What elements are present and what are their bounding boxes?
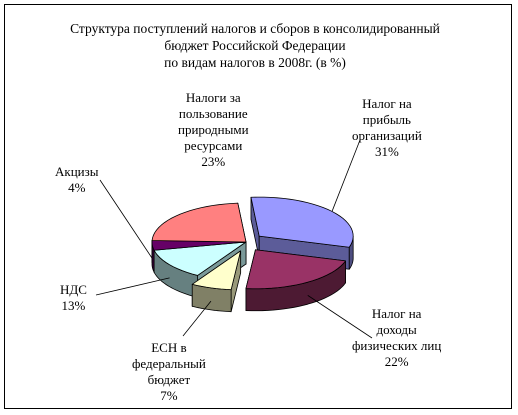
slice-value-label: 23% xyxy=(201,154,226,169)
slice-value-label: 7% xyxy=(160,388,178,403)
slice-label-line: федеральный xyxy=(132,356,206,371)
leader-line xyxy=(99,179,153,259)
slice-label-vat: НДС 13% xyxy=(60,282,87,314)
slice-value-label: 13% xyxy=(61,298,86,313)
slice-label-line: Налоги за xyxy=(185,90,241,105)
slice-label-income-tax: Налог на доходы физических лиц 22% xyxy=(352,306,441,370)
slice-label-line: НДС xyxy=(60,282,87,297)
pie-slice-4 xyxy=(151,240,247,251)
slice-label-line: Налог на xyxy=(371,306,422,321)
slice-label-resources-tax: Налоги за пользование природными ресурса… xyxy=(178,90,249,170)
slice-value-label: 4% xyxy=(68,180,86,195)
pie-slice-2 xyxy=(191,250,242,291)
pie-slice-5 xyxy=(151,202,247,243)
slice-label-line: прибыль xyxy=(362,112,411,127)
slice-label-profit-tax: Налог на прибыль организаций 31% xyxy=(352,96,422,160)
chart-title-line-3: по видам налогов в 2008г. (в %) xyxy=(164,55,346,70)
leader-line xyxy=(307,295,373,339)
chart-title-line-2: бюджет Российской Федерации xyxy=(164,38,346,53)
leader-line xyxy=(182,300,212,337)
slice-label-line: Налог на xyxy=(362,96,412,111)
slice-value-label: 22% xyxy=(384,354,409,369)
slice-label-esn: ЕСН в федеральный бюджет 7% xyxy=(132,340,206,404)
slice-label-line: физических лиц xyxy=(352,338,442,353)
slice-label-line: ЕСН в xyxy=(151,340,187,355)
slice-label-line: доходы xyxy=(376,322,417,337)
pie-slice-1 xyxy=(245,249,346,290)
leader-line xyxy=(331,139,361,212)
slice-label-line: природными xyxy=(178,122,249,137)
chart-title-line-1: Структура поступлений налогов и сборов в… xyxy=(70,21,440,36)
slice-label-excise: Акцизы 4% xyxy=(55,164,99,196)
slice-label-line: Акцизы xyxy=(55,164,99,179)
slice-label-line: организаций xyxy=(352,128,422,143)
pie-slice-3 xyxy=(153,241,247,276)
slice-label-line: пользование xyxy=(178,106,248,121)
leader-line xyxy=(95,277,170,296)
slice-value-label: 31% xyxy=(374,144,399,159)
slice-label-line: бюджет xyxy=(147,372,191,387)
slice-label-line: ресурсами xyxy=(184,138,243,153)
